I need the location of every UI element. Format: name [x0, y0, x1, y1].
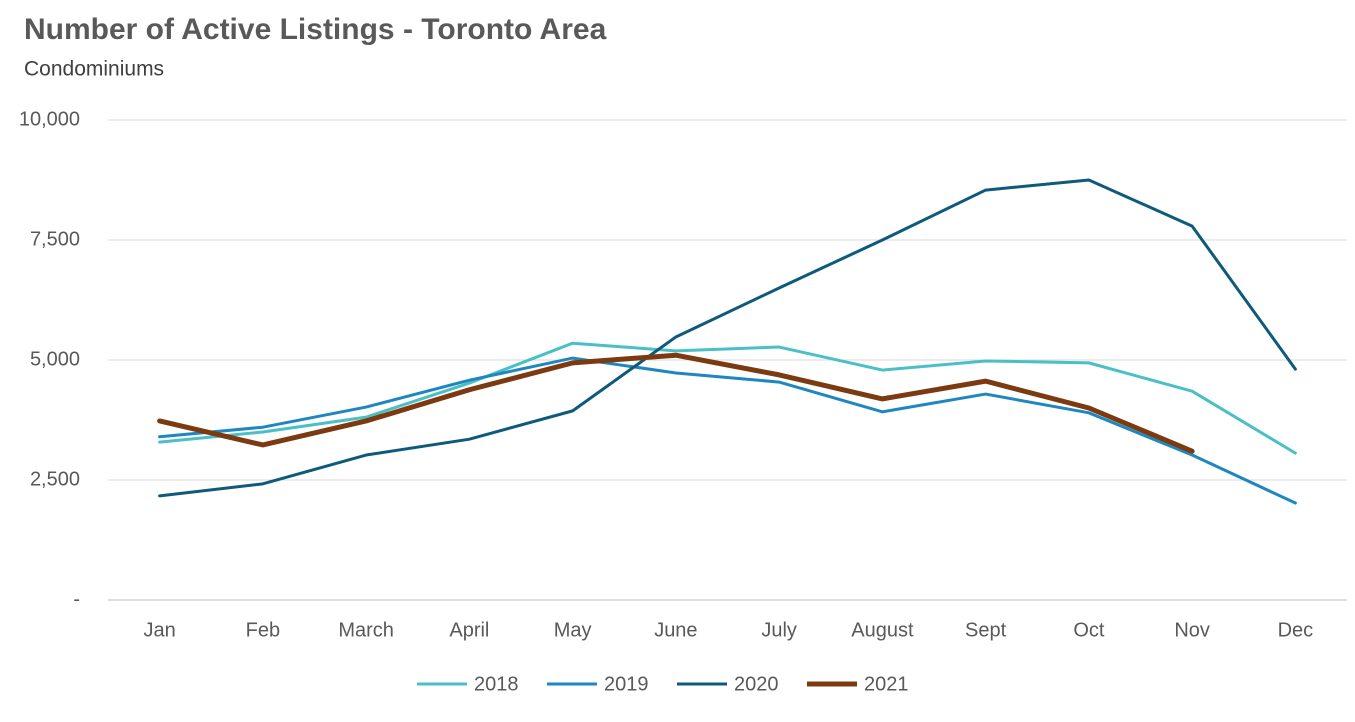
y-tick-label: 7,500 — [30, 228, 80, 250]
x-tick-label: April — [449, 619, 489, 641]
x-tick-label: Oct — [1073, 619, 1105, 641]
x-tick-label: Feb — [246, 619, 280, 641]
x-tick-label: Nov — [1174, 619, 1210, 641]
y-tick-label: 10,000 — [19, 108, 80, 130]
y-tick-label: - — [73, 588, 80, 610]
y-tick-label: 2,500 — [30, 468, 80, 490]
series-line — [158, 178, 1297, 498]
series-line — [158, 356, 1297, 505]
x-tick-label: Dec — [1278, 619, 1314, 641]
x-tick-label: Jan — [144, 619, 176, 641]
legend-label: 2020 — [734, 673, 779, 695]
legend-label: 2021 — [864, 673, 909, 695]
x-tick-label: May — [554, 619, 592, 641]
x-tick-label: June — [654, 619, 697, 641]
x-tick-label: March — [338, 619, 394, 641]
x-tick-label: August — [851, 619, 914, 641]
y-tick-label: 5,000 — [30, 348, 80, 370]
series-line — [157, 352, 1195, 454]
chart-title: Number of Active Listings - Toronto Area — [24, 13, 607, 46]
legend-label: 2018 — [474, 673, 519, 695]
x-tick-label: July — [761, 619, 797, 641]
chart-subtitle: Condominiums — [24, 58, 164, 81]
x-tick-label: Sept — [965, 619, 1007, 641]
legend-label: 2019 — [604, 673, 649, 695]
series-line — [158, 341, 1297, 455]
